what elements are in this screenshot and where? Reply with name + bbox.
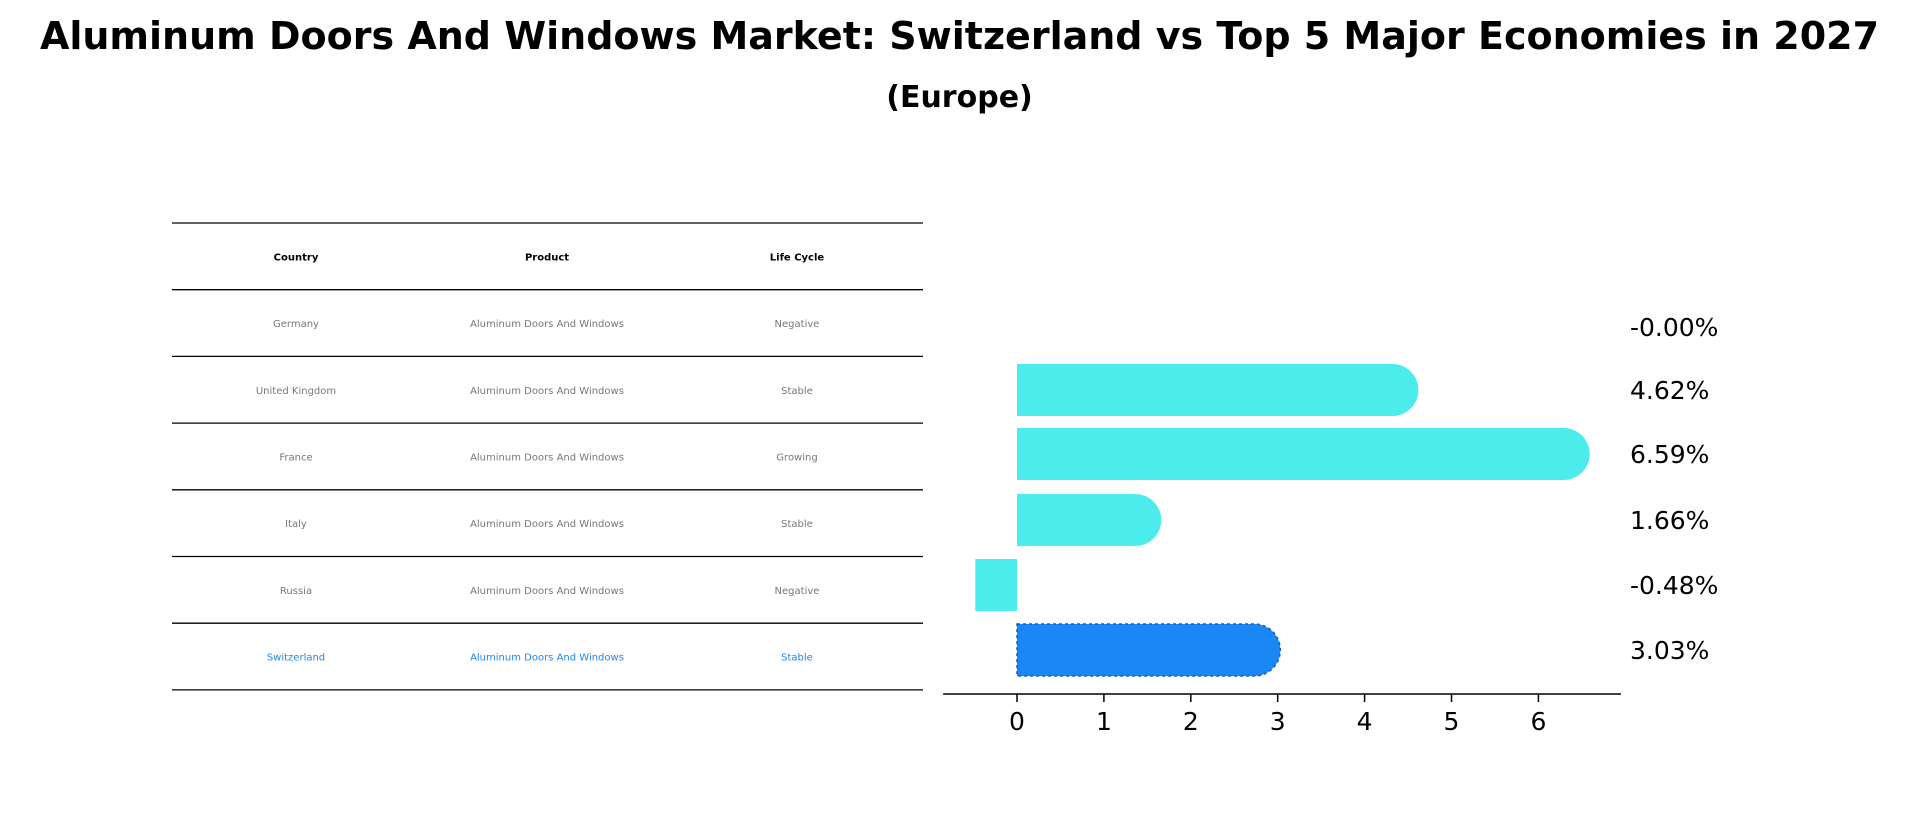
table-cell: Negative xyxy=(775,586,820,597)
table-cell: Aluminum Doors And Windows xyxy=(470,519,624,530)
value-label: 6.59% xyxy=(1630,440,1709,469)
table-cell: France xyxy=(279,452,312,463)
data-table: Country Product Life Cycle Germany Aluminum … xyxy=(172,222,923,691)
chart-title: Aluminum Doors And Windows Market: Switz… xyxy=(39,14,1880,58)
table-cell: Aluminum Doors And Windows xyxy=(470,386,624,397)
table-header-cell: Country xyxy=(274,252,319,263)
x-tick-label: 0 xyxy=(1009,707,1025,736)
value-label: -0.48% xyxy=(1630,571,1718,600)
table-cell: Aluminum Doors And Windows xyxy=(470,653,624,664)
x-tick-label: 3 xyxy=(1270,707,1286,736)
table-cell: Stable xyxy=(781,653,813,664)
x-tick-label: 6 xyxy=(1530,707,1546,736)
table-cell: United Kingdom xyxy=(256,386,336,397)
table-cell: Germany xyxy=(273,319,319,330)
table-cell: Switzerland xyxy=(267,653,325,664)
value-label: 4.62% xyxy=(1630,376,1709,405)
value-label: 3.03% xyxy=(1630,636,1709,665)
table-cell: Aluminum Doors And Windows xyxy=(470,319,624,330)
value-label: 1.66% xyxy=(1630,506,1709,535)
table-cell: Russia xyxy=(280,586,312,597)
x-tick-label: 5 xyxy=(1444,707,1460,736)
bar-france xyxy=(1017,428,1590,480)
x-tick-label: 1 xyxy=(1096,707,1112,736)
table-cell: Negative xyxy=(775,319,820,330)
table-cell: Italy xyxy=(285,519,307,530)
x-tick-label: 4 xyxy=(1357,707,1373,736)
bar-switzerland xyxy=(1016,623,1282,677)
bar-united-kingdom xyxy=(1017,364,1419,416)
bar-chart: -0.00% 4.62% 6.59% 1.66% -0.48% 3.03% 0 1 2 3 4 5 6 xyxy=(943,313,1718,736)
value-label: -0.00% xyxy=(1630,313,1718,342)
table-header-cell: Product xyxy=(525,252,569,263)
table-cell: Aluminum Doors And Windows xyxy=(470,452,624,463)
table-cell: Stable xyxy=(781,519,813,530)
table-cell: Stable xyxy=(781,386,813,397)
chart-subtitle: (Europe) xyxy=(886,80,1033,115)
bar-italy xyxy=(1017,494,1162,546)
table-header-cell: Life Cycle xyxy=(770,252,825,263)
table-cell: Aluminum Doors And Windows xyxy=(470,586,624,597)
table-cell: Growing xyxy=(776,452,817,463)
bar-russia xyxy=(975,559,1017,611)
x-tick-label: 2 xyxy=(1183,707,1199,736)
